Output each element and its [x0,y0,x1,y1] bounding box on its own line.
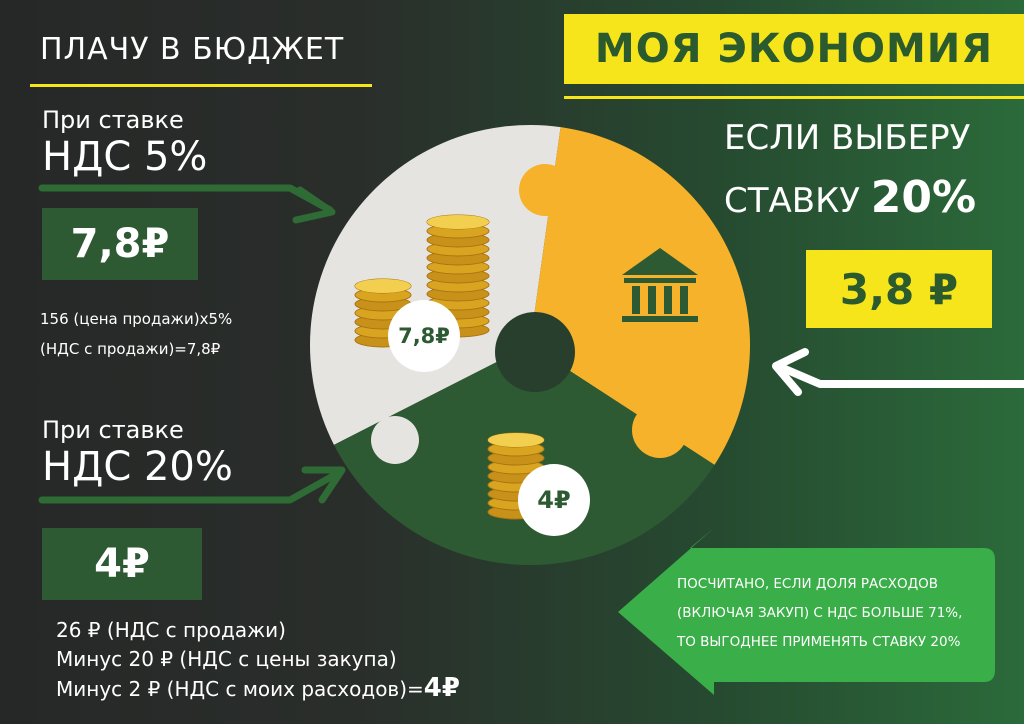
note-line: ТО ВЫГОДНЕЕ ПРИМЕНЯТЬ СТАВКУ 20% [677,634,961,650]
arrow-icon [38,466,346,504]
header-underline [564,96,1024,99]
rate20-calc: 26 ₽ (НДС с продажи) Минус 20 ₽ (НДС с ц… [56,616,460,704]
rate20-amount: 4₽ [42,528,202,600]
puzzle-tab [519,164,571,216]
calc-line: Минус 2 ₽ (НДС с моих расходов)=4₽ [56,674,460,704]
calc-text: Минус 2 ₽ (НДС с моих расходов)= [56,677,424,701]
note-line: (ВКЛЮЧАЯ ЗАКУП) С НДС БОЛЬШЕ 71%, [677,605,963,621]
header-underline [30,84,372,87]
arrow-icon [38,184,336,224]
calc-result: 4₽ [423,673,460,703]
arrow-left-icon [772,348,1024,396]
note-text: ПОСЧИТАНО, ЕСЛИ ДОЛЯ РАСХОДОВ (ВКЛЮЧАЯ З… [677,570,962,657]
rate5-prefix: При ставке [42,106,184,134]
bank-building-icon [622,248,698,322]
rate5-title: НДС 5% [42,134,208,180]
rate20-title: НДС 20% [42,444,233,490]
calc-line: (НДС с продажи)=7,8₽ [40,340,221,358]
rate20-prefix: При ставке [42,416,184,444]
note-line: ПОСЧИТАНО, ЕСЛИ ДОЛЯ РАСХОДОВ [677,576,939,592]
right-subtitle-2: СТАВКУ 20% [724,172,976,223]
subtitle-rate: 20% [870,172,977,223]
calc-line: Минус 20 ₽ (НДС с цены закупа) [56,647,397,671]
calc-line: 156 (цена продажи)х5% [40,310,233,328]
note-arrow-shape [618,528,995,695]
left-header: ПЛАЧУ В БЮДЖЕТ [40,32,345,67]
pie-center-hole [495,312,575,392]
subtitle-text: СТАВКУ [724,181,871,221]
green-segment-label: 4₽ [518,464,590,536]
right-header: МОЯ ЭКОНОМИЯ [564,14,1024,84]
calc-line: 26 ₽ (НДС с продажи) [56,618,286,642]
savings-amount: 3,8 ₽ [806,250,992,328]
puzzle-tab [632,402,688,458]
coin-stack-icon [426,214,490,338]
gray-segment-label: 7,8₽ [388,300,460,372]
rate5-calc: 156 (цена продажи)х5% (НДС с продажи)=7,… [40,304,232,364]
right-subtitle-1: ЕСЛИ ВЫБЕРУ [724,118,971,158]
rate5-amount: 7,8₽ [42,208,198,280]
puzzle-tab [371,416,419,464]
